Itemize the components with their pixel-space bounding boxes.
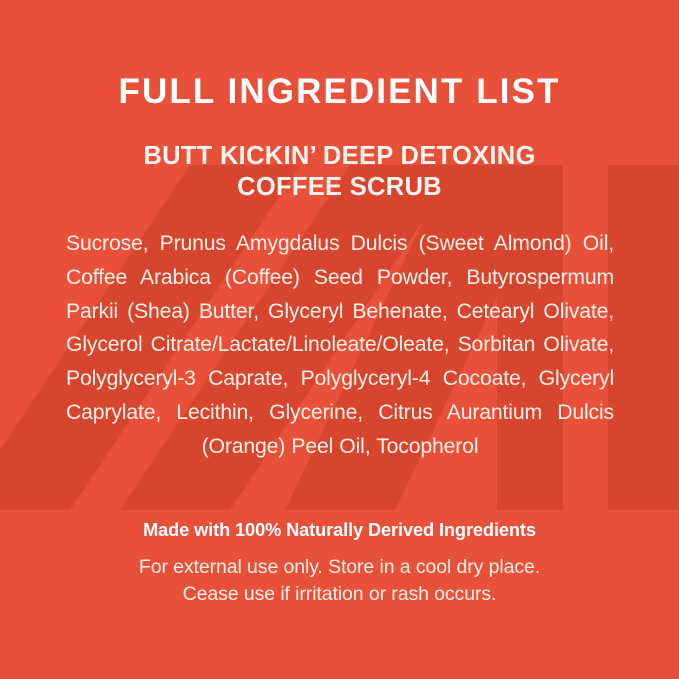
caution-line-1: For external use only. Store in a cool d…: [138, 556, 541, 578]
product-name-line-1: BUTT KICKIN’ DEEP DETOXING: [143, 142, 536, 170]
caution-line-2: Cease use if irritation or rash occurs.: [182, 583, 497, 605]
product-name-line-2: COFFEE SCRUB: [237, 173, 442, 201]
page-title: FULL INGREDIENT LIST: [118, 72, 561, 111]
natural-derivation-claim: Made with 100% Naturally Derived Ingredi…: [143, 520, 536, 540]
caution-statement: For external use only. Store in a cool d…: [0, 554, 679, 608]
product-name: BUTT KICKIN’ DEEP DETOXING COFFEE SCRUB: [0, 141, 679, 203]
ingredient-list-text: Sucrose, Prunus Amygdalus Dulcis (Sweet …: [66, 232, 614, 458]
